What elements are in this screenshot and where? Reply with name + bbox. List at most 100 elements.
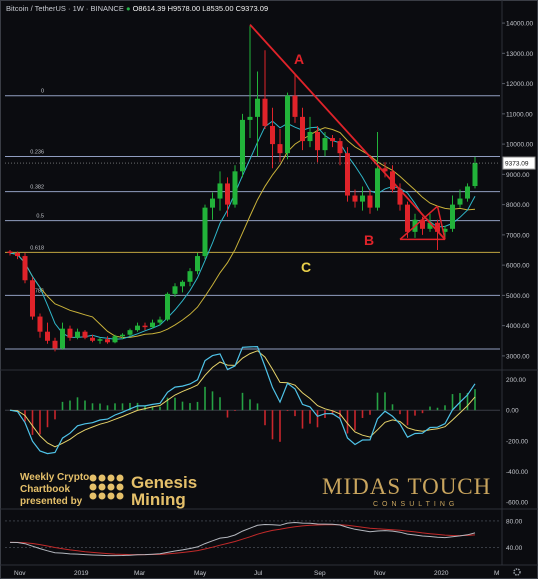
candle-body xyxy=(442,228,448,232)
x-tick-label: M xyxy=(494,570,499,577)
y-tick-label: 11000.00 xyxy=(506,111,533,118)
candle-body xyxy=(330,138,335,142)
x-tick-label: Sep xyxy=(314,570,326,577)
fib-label: 0.382 xyxy=(30,185,44,191)
candle-body xyxy=(195,256,200,272)
y-tick-label: 4000.00 xyxy=(506,323,530,330)
x-tick-label: Nov xyxy=(374,570,386,577)
trendline-a xyxy=(249,23,446,241)
candle-body xyxy=(7,251,13,254)
candle-body xyxy=(240,119,245,172)
y-tick-label: 5000.00 xyxy=(506,293,530,300)
candle-body xyxy=(52,340,58,349)
candle-body xyxy=(307,132,313,142)
candle-body xyxy=(127,330,133,335)
midas-touch-subtitle: CONSULTING xyxy=(373,501,459,508)
genesis-text: Genesis xyxy=(131,473,198,492)
candle-body xyxy=(427,222,433,229)
candle-body xyxy=(382,168,388,172)
y-tick-label: 6000.00 xyxy=(506,263,530,270)
candle-body xyxy=(75,331,80,338)
candle-body xyxy=(247,116,253,120)
candle-body xyxy=(67,328,73,338)
fib-label: 0.5 xyxy=(36,214,44,220)
candle-body xyxy=(315,132,320,151)
fib-label: 0.236 xyxy=(30,150,44,156)
x-tick-label: Mar xyxy=(134,570,146,577)
candle-body xyxy=(90,337,95,341)
stoch-y-label: 80.00 xyxy=(506,518,523,525)
exchange-label: BINANCE xyxy=(90,4,124,13)
macd-panel: 200.00 0.00 -200.00 -400.00 -600.00 xyxy=(5,345,528,506)
candle-body xyxy=(22,256,28,281)
candle-body xyxy=(397,189,403,205)
candle-body xyxy=(30,280,35,317)
candle-body xyxy=(277,144,283,154)
candle-body xyxy=(292,95,298,117)
promo-line: Chartbook xyxy=(20,484,70,495)
candle-body xyxy=(457,198,463,205)
midas-touch-logo: MIDAS TOUCH xyxy=(322,474,492,499)
candle-body xyxy=(187,271,193,282)
candle-body xyxy=(165,293,170,320)
candles xyxy=(7,26,478,352)
stoch-fast-line xyxy=(9,521,476,557)
y-tick-label: 13000.00 xyxy=(506,51,533,58)
y-tick-label: 10000.00 xyxy=(506,142,533,149)
candle-body xyxy=(82,331,88,338)
stoch-y-label: 40.00 xyxy=(506,545,523,552)
x-tick-label: Nov xyxy=(14,570,26,577)
candle-body xyxy=(337,141,343,154)
macd-y-label: -200.00 xyxy=(506,438,528,445)
candle-body xyxy=(112,336,118,343)
genesis-logo-icon xyxy=(89,474,124,500)
candle-body xyxy=(352,195,358,202)
candle-body xyxy=(217,183,223,199)
candle-body xyxy=(225,183,230,205)
promo-text: Weekly Crypto Chartbook presented by xyxy=(20,472,89,508)
candle-body xyxy=(345,153,350,196)
candle-body xyxy=(360,195,365,202)
triangle-b-side xyxy=(399,205,438,240)
grid-lines xyxy=(0,0,538,566)
candle-body xyxy=(97,339,103,341)
candle-body xyxy=(135,325,140,331)
promo-line: presented by xyxy=(20,496,83,507)
candle-body xyxy=(142,325,148,328)
symbol-name[interactable]: Bitcoin / TetherUS xyxy=(6,4,66,13)
fib-label: 0 xyxy=(41,89,44,95)
settings-gear-icon xyxy=(513,568,521,576)
ohlc-values: O8614.39 H9578.00 L8535.00 C9373.09 xyxy=(132,4,269,13)
fib-label: 0.786 xyxy=(30,288,44,294)
candle-body xyxy=(150,322,155,328)
triangle-b-side xyxy=(436,205,446,240)
slow-moving-average xyxy=(9,127,476,339)
last-price-tag xyxy=(502,156,536,170)
candle-body xyxy=(465,186,470,199)
y-tick-label: 3000.00 xyxy=(506,353,530,360)
candle-body xyxy=(435,222,440,232)
x-tick-label: May xyxy=(194,570,207,577)
candle-body xyxy=(270,125,275,145)
candle-body xyxy=(45,331,50,341)
candle-body xyxy=(300,116,305,142)
interval-label[interactable]: 1W xyxy=(72,4,84,13)
candle-body xyxy=(120,334,125,337)
candle-body xyxy=(367,195,373,208)
trend-drawings: A B C xyxy=(249,23,446,275)
status-dot: ● xyxy=(125,4,131,13)
y-tick-label: 14000.00 xyxy=(506,21,533,28)
y-tick-label: 8000.00 xyxy=(506,202,530,209)
symbol-header: Bitcoin / TetherUS · 1W · BINANCE ● O861… xyxy=(6,4,269,13)
candle-body xyxy=(180,281,185,287)
annotation-a: A xyxy=(294,51,304,67)
macd-y-label: -400.00 xyxy=(506,469,528,476)
stoch-slow-line xyxy=(10,524,476,556)
x-tick-label: 2019 xyxy=(74,570,89,577)
last-price-label: 9373.09 xyxy=(505,161,529,168)
candle-body xyxy=(285,95,290,154)
macd-y-label: 0.00 xyxy=(506,408,519,415)
stoch-panel: 80.00 40.00 xyxy=(5,518,523,557)
candle-body xyxy=(172,286,178,294)
